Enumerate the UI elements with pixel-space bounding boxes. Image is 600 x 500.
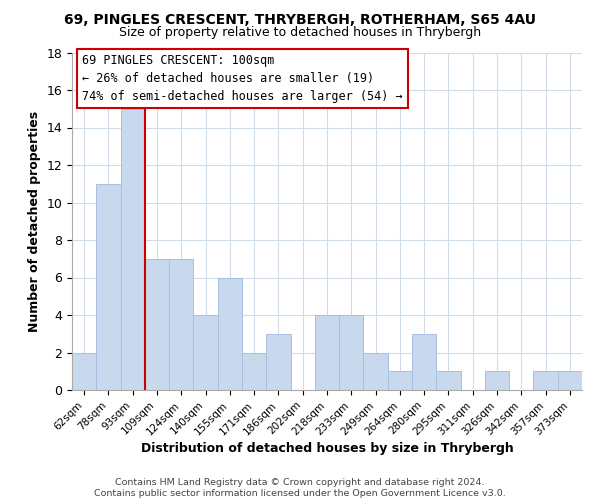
Text: Size of property relative to detached houses in Thrybergh: Size of property relative to detached ho… [119,26,481,39]
Text: 69, PINGLES CRESCENT, THRYBERGH, ROTHERHAM, S65 4AU: 69, PINGLES CRESCENT, THRYBERGH, ROTHERH… [64,12,536,26]
Bar [558,371,582,390]
Bar [412,334,436,390]
Bar [242,352,266,390]
Bar [72,352,96,390]
Bar [388,371,412,390]
Bar [533,371,558,390]
Bar [436,371,461,390]
Text: 69 PINGLES CRESCENT: 100sqm
← 26% of detached houses are smaller (19)
74% of sem: 69 PINGLES CRESCENT: 100sqm ← 26% of det… [82,54,403,103]
Y-axis label: Number of detached properties: Number of detached properties [28,110,41,332]
Bar [145,259,169,390]
Bar [485,371,509,390]
Bar [364,352,388,390]
Text: Contains HM Land Registry data © Crown copyright and database right 2024.
Contai: Contains HM Land Registry data © Crown c… [94,478,506,498]
Bar [193,315,218,390]
Bar [339,315,364,390]
X-axis label: Distribution of detached houses by size in Thrybergh: Distribution of detached houses by size … [140,442,514,455]
Bar [121,109,145,390]
Bar [169,259,193,390]
Bar [266,334,290,390]
Bar [96,184,121,390]
Bar [218,278,242,390]
Bar [315,315,339,390]
